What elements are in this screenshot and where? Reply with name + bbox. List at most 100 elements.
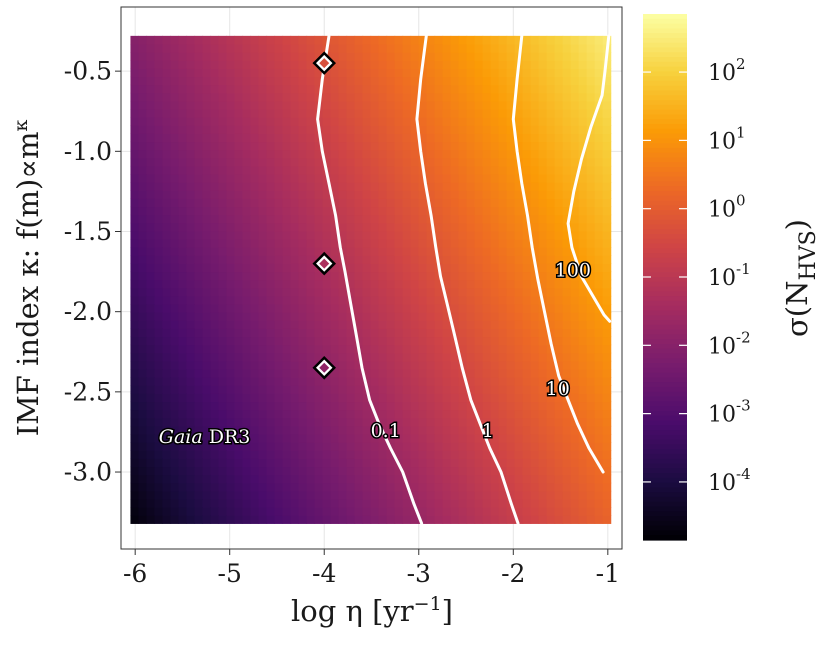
heatmap-cell (362, 450, 372, 459)
heatmap-cell (586, 76, 596, 86)
heatmap-cell (146, 368, 156, 378)
heatmap-cell (410, 303, 420, 313)
heatmap-cell (394, 466, 404, 476)
colorbar-tick-label: 10-4 (708, 465, 751, 496)
heatmap-cell (418, 206, 428, 216)
heatmap-cell (330, 133, 340, 143)
heatmap-cell (370, 295, 380, 305)
heatmap-cell (210, 490, 220, 500)
heatmap-cell (146, 141, 156, 151)
heatmap-cell (290, 230, 300, 240)
heatmap-cell (298, 60, 308, 69)
heatmap-cell (386, 149, 396, 159)
contour-line-0.1 (316, 34, 424, 525)
heatmap-cell (258, 173, 268, 183)
heatmap-cell (186, 458, 196, 468)
heatmap-cell (290, 312, 300, 321)
heatmap-cell (290, 214, 300, 224)
heatmap-cell (242, 238, 252, 248)
heatmap-cell (306, 157, 316, 167)
heatmap-cell (266, 312, 276, 321)
heatmap-cell (154, 336, 164, 346)
heatmap-cell (402, 507, 412, 516)
heatmap-cell (482, 133, 492, 143)
heatmap-cell (178, 206, 188, 216)
heatmap-cell (394, 312, 404, 321)
heatmap-cell (162, 336, 172, 346)
heatmap-cell (426, 482, 436, 492)
heatmap-cell (314, 393, 324, 403)
heatmap-cell (506, 108, 516, 118)
heatmap-cell (490, 117, 500, 126)
heatmap-cell (290, 125, 300, 134)
heatmap-cell (578, 385, 588, 394)
heatmap-cell (258, 336, 268, 346)
heatmap-cell (530, 393, 540, 403)
colorbar-segment (643, 310, 687, 316)
colorbar-segment (643, 186, 687, 192)
heatmap-cell (258, 117, 268, 126)
heatmap-cell (330, 498, 340, 508)
heatmap-cell (458, 92, 468, 102)
heatmap-cell (498, 507, 508, 516)
heatmap-cell (210, 52, 220, 61)
heatmap-cell (274, 60, 284, 69)
heatmap-cell (514, 206, 524, 216)
heatmap-cell (330, 271, 340, 281)
heatmap-cell (370, 247, 380, 256)
heatmap-cell (346, 43, 356, 53)
heatmap-cell (562, 507, 572, 516)
heatmap-cell (482, 92, 492, 102)
heatmap-cell (370, 377, 380, 386)
heatmap-cell (402, 238, 412, 248)
heatmap-cell (474, 238, 484, 248)
heatmap-cell (234, 450, 244, 459)
heatmap-cell (474, 125, 484, 134)
colorbar-segment (643, 176, 687, 182)
heatmap-cell (194, 320, 204, 329)
heatmap-cell (186, 409, 196, 419)
heatmap-cell (482, 52, 492, 61)
heatmap-cell (130, 279, 140, 289)
colorbar-segment (643, 434, 687, 441)
heatmap-cell (594, 401, 604, 411)
heatmap-cell (474, 425, 484, 435)
heatmap-cell (506, 401, 516, 411)
heatmap-cell (194, 117, 204, 126)
heatmap-cell (378, 263, 388, 273)
heatmap-cell (178, 43, 188, 53)
heatmap-cell (378, 133, 388, 143)
heatmap-cell (474, 466, 484, 476)
heatmap-cell (450, 222, 460, 232)
heatmap-cell (322, 230, 332, 240)
heatmap-cell (418, 76, 428, 86)
heatmap-cell (482, 271, 492, 281)
heatmap-cell (490, 190, 500, 199)
colorbar-segment (643, 205, 687, 211)
heatmap-cell (218, 385, 228, 394)
heatmap-cell (458, 507, 468, 516)
heatmap-cell (298, 190, 308, 199)
heatmap-cell (178, 352, 188, 362)
heatmap-cell (490, 255, 500, 264)
heatmap-cell (514, 515, 524, 524)
heatmap-cell (178, 433, 188, 443)
heatmap-cell (378, 458, 388, 468)
heatmap-cell (402, 165, 412, 175)
heatmap-cell (370, 458, 380, 468)
colorbar-segment (643, 28, 687, 34)
heatmap-cell (162, 263, 172, 273)
heatmap-cell (226, 368, 236, 378)
heatmap-cell (554, 206, 564, 216)
heatmap-cell (394, 368, 404, 378)
heatmap-cell (138, 466, 148, 476)
heatmap-cell (338, 352, 348, 362)
heatmap-cell (282, 271, 292, 281)
colorbar-segment (643, 233, 687, 240)
heatmap-cell (538, 498, 548, 508)
heatmap-cell (394, 377, 404, 386)
heatmap-cell (458, 35, 468, 45)
heatmap-cell (498, 173, 508, 183)
heatmap-cell (538, 238, 548, 248)
